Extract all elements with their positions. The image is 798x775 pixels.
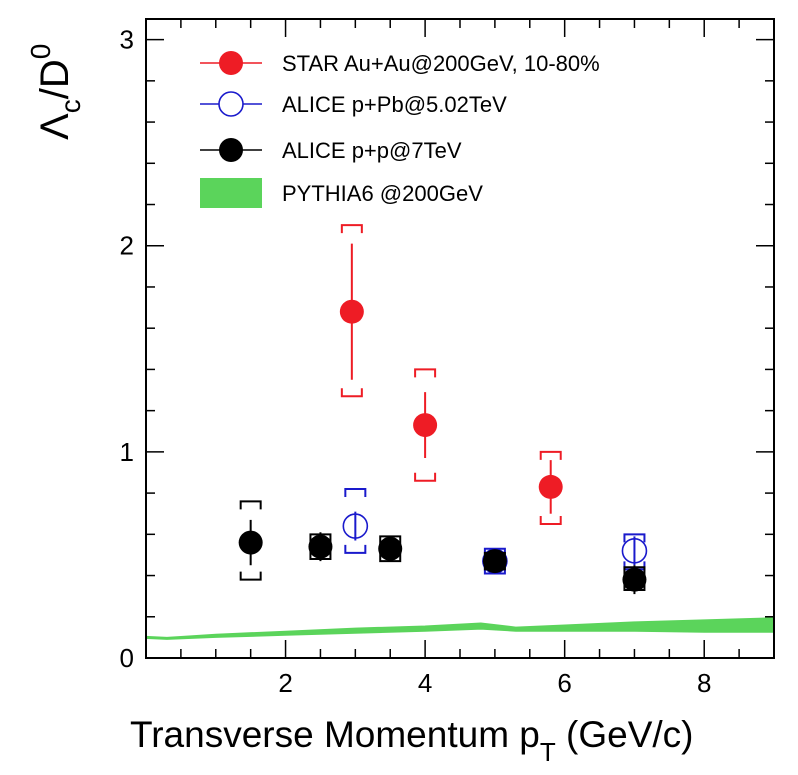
sys-bracket-top [239,500,262,510]
sys-bracket-top [379,535,402,545]
legend-label: ALICE p+p@7TeV [282,138,462,163]
y-tick-label: 3 [120,25,134,55]
axis-ticks: 2 4 6 8 0 1 2 3 [120,19,774,698]
legend-entry-1: ALICE p+Pb@5.02TeV [200,91,507,117]
data-point [538,474,563,499]
legend-entry-2: ALICE p+p@7TeV [200,138,462,163]
legend-label: ALICE p+Pb@5.02TeV [282,92,507,117]
legend-entry-band: PYTHIA6 @200GeV [200,178,483,208]
legend: STAR Au+Au@200GeV, 10-80% ALICE p+Pb@5.02… [200,51,600,208]
x-tick-label: 2 [278,668,292,698]
sys-bracket-top [539,450,562,460]
sys-bracket-bottom [414,472,437,482]
series-0 [339,224,563,526]
sys-bracket-top [340,224,363,234]
x-tick-label: 4 [418,668,432,698]
data-point [621,538,648,564]
legend-marker [219,51,243,75]
x-axis-title-sub: T [540,737,556,767]
sys-bracket-top [344,487,367,497]
data-point [308,534,333,559]
y-tick-label: 1 [120,437,134,467]
data-point [482,549,507,574]
data-point [622,567,647,592]
legend-band-swatch [200,178,262,208]
x-tick-label: 8 [697,668,711,698]
data-point [339,299,364,324]
y-axis-title-sup: 0 [25,44,56,60]
sys-bracket-bottom [340,388,363,398]
data-point [413,413,438,438]
y-axis-title: Λc/D0 [25,44,86,140]
y-axis-title-main: Λ [33,113,77,140]
data-point [342,513,369,539]
series-2 [238,500,647,595]
data-point [378,536,403,561]
sys-bracket-bottom [239,571,262,581]
data-point [238,530,263,555]
y-axis-title-sub: c [55,99,86,113]
y-axis-title-mid: /D [33,59,77,99]
sys-bracket-bottom [344,544,367,554]
x-axis-title-main: Transverse Momentum p [130,714,540,755]
y-tick-label: 0 [120,643,134,673]
x-axis-title: Transverse Momentum pT (GeV/c) [130,714,694,767]
x-axis-title-suffix: (GeV/c) [556,714,694,755]
legend-marker [219,138,243,162]
legend-marker [218,91,244,117]
sys-bracket-top [623,533,646,543]
legend-label: STAR Au+Au@200GeV, 10-80% [282,51,600,76]
sys-bracket-bottom [539,516,562,526]
sys-bracket-bottom [379,553,402,563]
sys-bracket-top [414,368,437,378]
legend-label: PYTHIA6 @200GeV [282,181,483,206]
data-layer [238,224,648,595]
legend-entry-0: STAR Au+Au@200GeV, 10-80% [200,51,600,76]
y-tick-label: 2 [120,231,134,261]
x-tick-label: 6 [557,668,571,698]
